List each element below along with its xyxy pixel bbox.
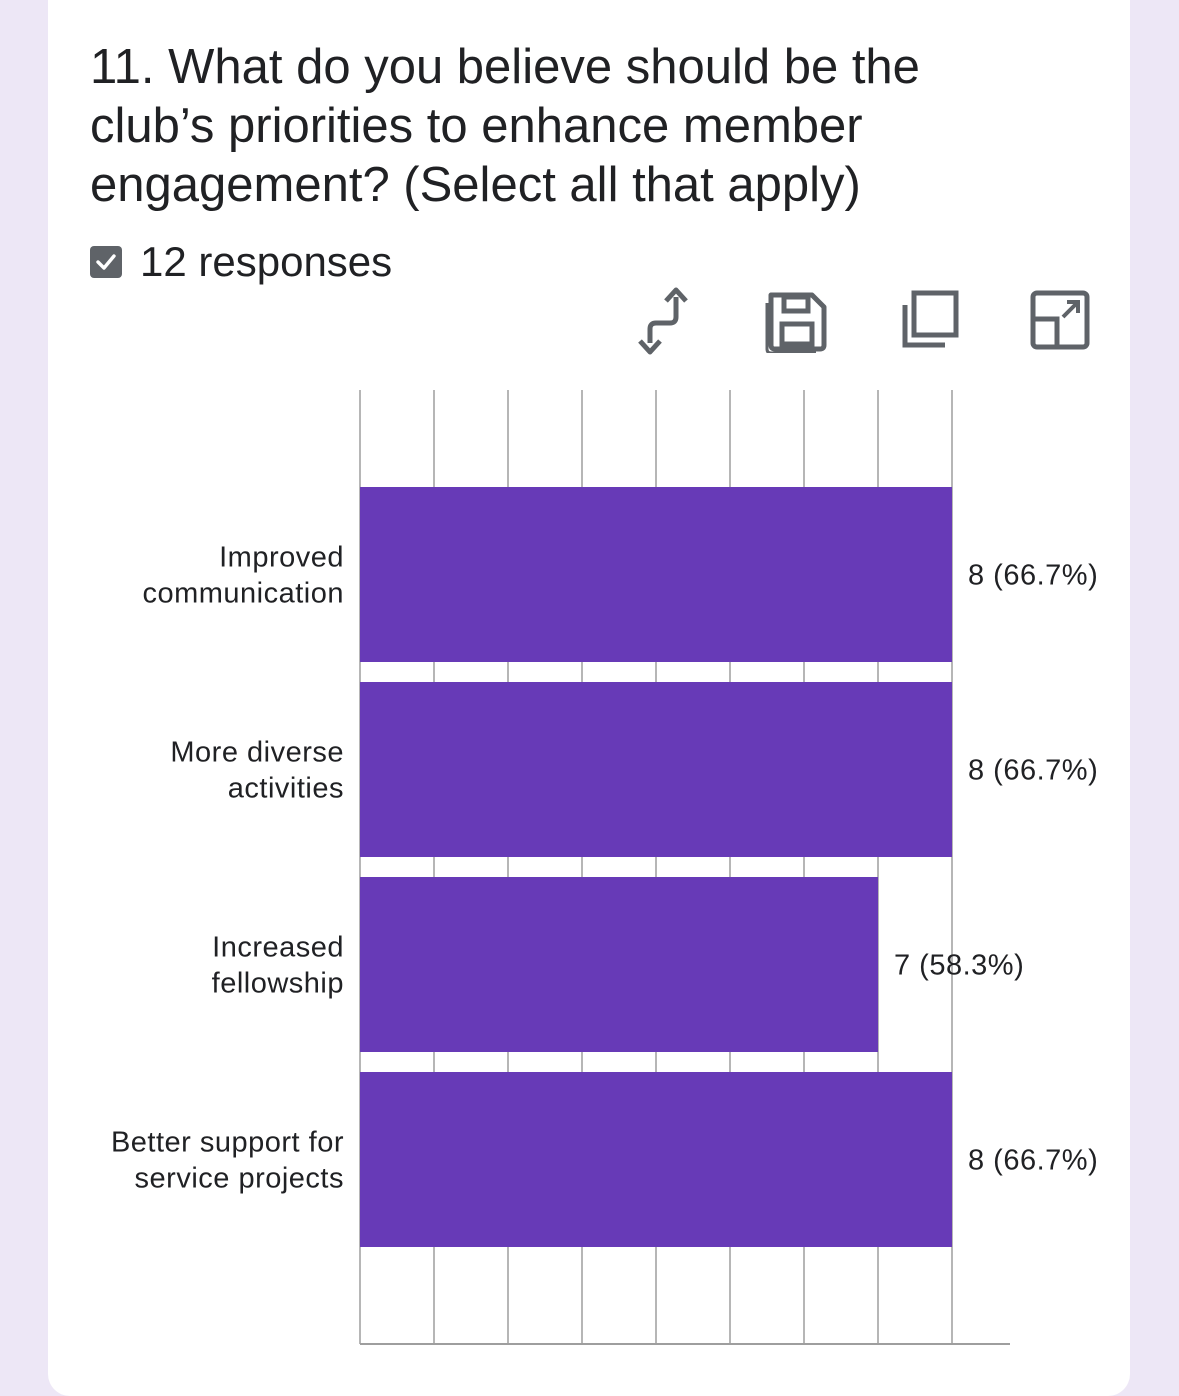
save-icon[interactable]: [757, 280, 837, 360]
copy-icon[interactable]: [890, 280, 970, 360]
swap-axes-icon[interactable]: [625, 280, 705, 360]
checkbox-icon: [90, 246, 122, 278]
response-count-text: 12 responses: [140, 238, 393, 285]
response-count: 12 responses: [90, 234, 392, 290]
question-title: 11. What do you believe should be the cl…: [90, 40, 920, 212]
expand-icon[interactable]: [1020, 280, 1100, 360]
chart-toolbar: [620, 280, 1110, 360]
